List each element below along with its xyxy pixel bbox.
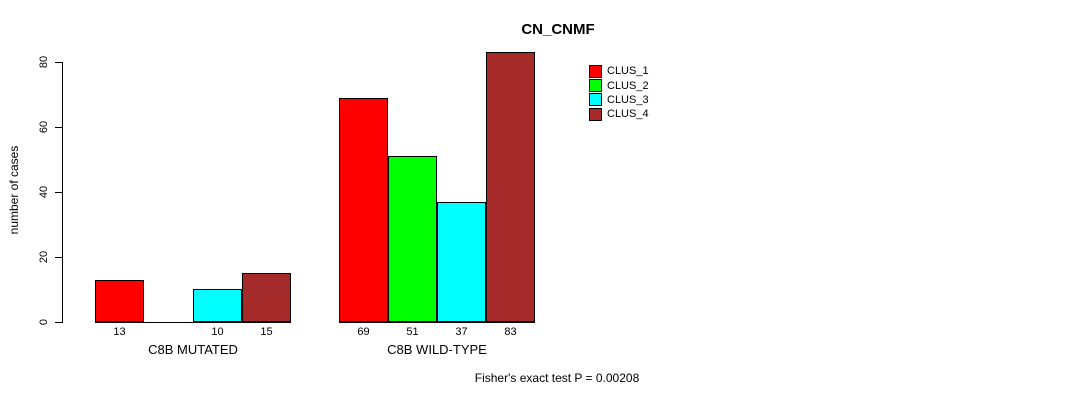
bar-value-label: 13	[113, 326, 126, 338]
chart-title: CN_CNMF	[521, 21, 595, 38]
legend-label: CLUS_4	[607, 108, 649, 121]
bar-value-label: 10	[211, 326, 224, 338]
legend-item-clus_1: CLUS_1	[589, 64, 649, 78]
y-axis-tick-label: 60	[38, 120, 50, 134]
y-axis-title: number of cases	[7, 145, 21, 235]
bar-value-label: 51	[406, 326, 419, 338]
y-axis-tick-label: 80	[38, 55, 50, 69]
bar-clus_3-1	[193, 289, 242, 322]
legend-item-clus_4: CLUS_4	[589, 107, 649, 121]
category-label: C8B MUTATED	[148, 342, 238, 357]
legend-swatch-icon	[589, 107, 602, 121]
y-axis-tick	[55, 257, 62, 258]
y-axis-tick-label: 20	[38, 250, 50, 264]
y-axis-tick	[55, 127, 62, 128]
y-axis-line	[62, 62, 63, 323]
y-axis-tick	[55, 192, 62, 193]
legend-swatch-icon	[589, 93, 602, 107]
bar-clus_4-2	[486, 52, 535, 322]
y-axis-tick	[55, 62, 62, 63]
bar-value-label: 37	[455, 326, 468, 338]
legend-swatch-icon	[589, 64, 602, 78]
bar-clus_4-1	[242, 273, 291, 322]
legend-item-clus_2: CLUS_2	[589, 78, 649, 93]
legend-swatch-icon	[589, 79, 602, 93]
legend: CLUS_1 CLUS_2 CLUS_3 CLUS_4	[589, 64, 649, 122]
legend-label: CLUS_2	[607, 79, 649, 92]
bar-clus_1-1	[95, 280, 144, 322]
bar-clus_2-2	[388, 156, 437, 322]
bar-value-label: 69	[357, 326, 370, 338]
bar-clus_1-2	[339, 98, 388, 322]
bar-clus_3-2	[437, 202, 486, 322]
legend-label: CLUS_1	[607, 65, 649, 78]
annotation-text: Fisher's exact test P = 0.00208	[474, 371, 640, 385]
y-axis-tick	[55, 322, 62, 323]
legend-label: CLUS_3	[607, 93, 649, 106]
group-baseline	[339, 322, 535, 323]
legend-item-clus_3: CLUS_3	[589, 93, 649, 107]
category-label: C8B WILD-TYPE	[387, 342, 487, 357]
group-baseline	[95, 322, 291, 323]
bar-value-label: 83	[504, 326, 517, 338]
y-axis-tick-label: 0	[38, 318, 50, 326]
bar-value-label: 15	[260, 326, 273, 338]
y-axis-tick-label: 40	[38, 185, 50, 199]
